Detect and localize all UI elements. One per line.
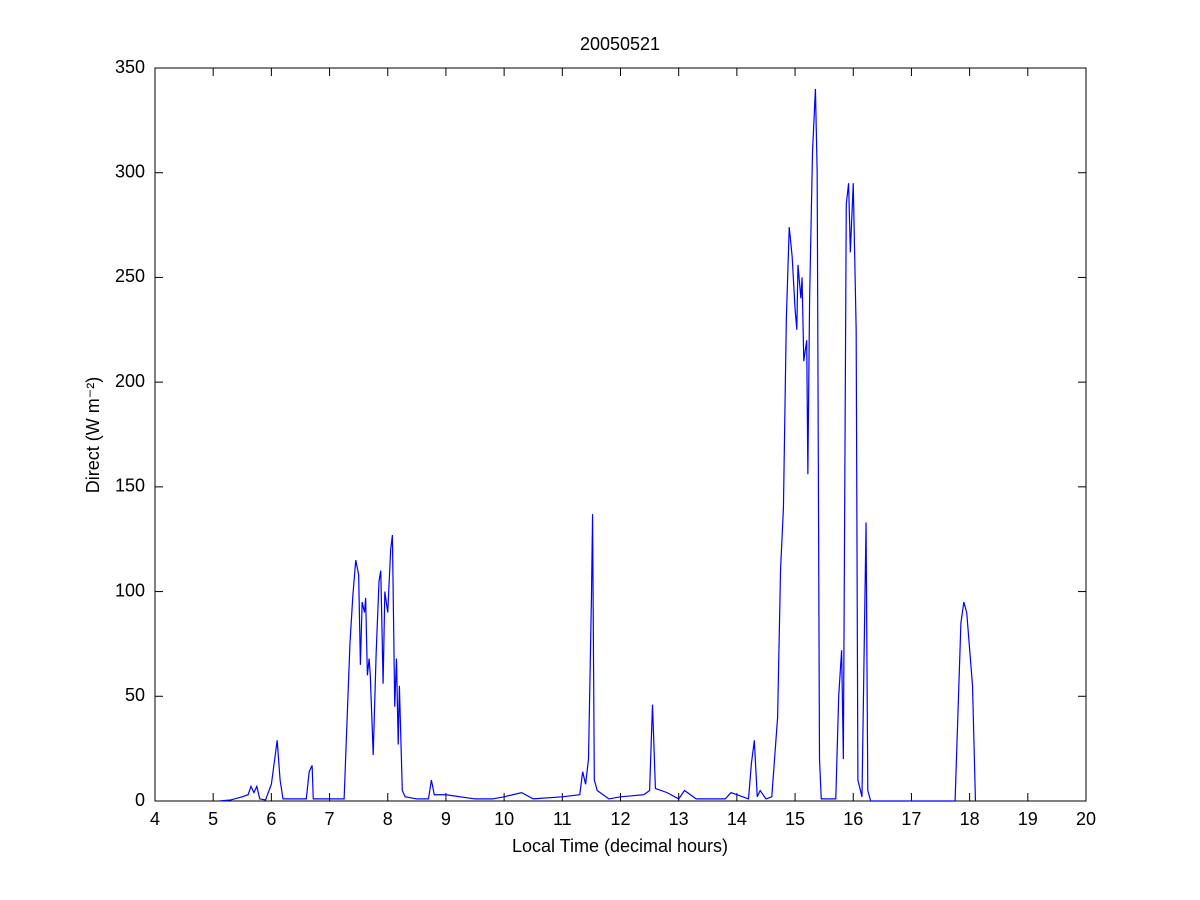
x-tick-label: 19 [1018,809,1038,829]
x-axis-label: Local Time (decimal hours) [512,836,728,856]
x-tick-label: 20 [1076,809,1096,829]
y-tick-label: 350 [115,57,145,77]
x-tick-label: 4 [150,809,160,829]
data-line [218,88,977,802]
x-tick-label: 12 [610,809,630,829]
x-tick-label: 17 [901,809,921,829]
x-tick-label: 7 [325,809,335,829]
x-tick-label: 5 [208,809,218,829]
plot-box [154,67,1087,802]
x-tick-label: 10 [494,809,514,829]
x-tick-label: 15 [785,809,805,829]
chart-title: 20050521 [580,34,660,54]
x-tick-label: 16 [843,809,863,829]
y-tick-label: 50 [125,685,145,705]
y-tick-label: 300 [115,161,145,181]
x-tick-label: 18 [960,809,980,829]
y-tick-label: 0 [135,790,145,810]
x-tick-label: 11 [553,809,572,829]
y-tick-label: 150 [115,476,145,496]
x-tick-label: 6 [266,809,276,829]
y-tick-label: 250 [115,266,145,286]
x-tick-label: 9 [441,809,451,829]
x-tick-label: 8 [383,809,393,829]
y-axis-label: Direct (W m⁻²) [83,377,103,493]
y-tick-label: 200 [115,371,145,391]
x-tick-label: 14 [727,809,747,829]
x-tick-label: 13 [669,809,689,829]
y-tick-label: 100 [115,580,145,600]
